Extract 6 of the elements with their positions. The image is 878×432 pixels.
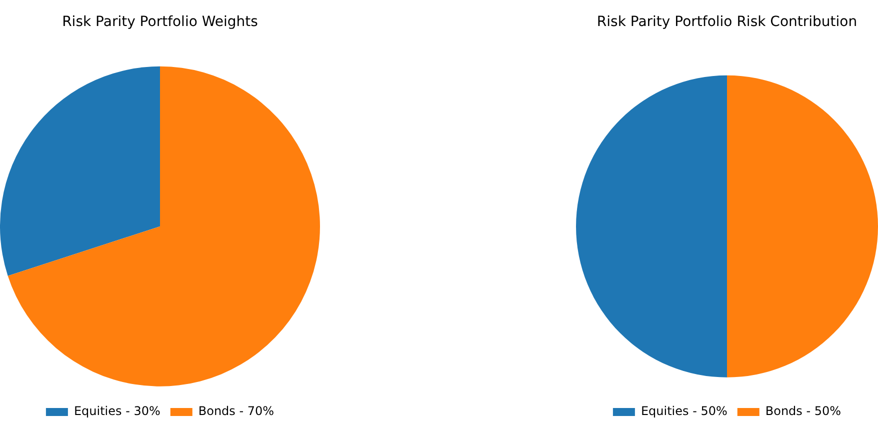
chart-title: Risk Parity Portfolio Risk Contribution: [596, 14, 858, 30]
legend-label: Bonds - 50%: [765, 404, 842, 418]
legend-label: Equities - 30%: [74, 404, 160, 418]
legend-label: Bonds - 70%: [198, 404, 274, 418]
legend-label: Equities - 50%: [640, 404, 728, 418]
chart-title: Risk Parity Portfolio Weights: [62, 14, 258, 30]
